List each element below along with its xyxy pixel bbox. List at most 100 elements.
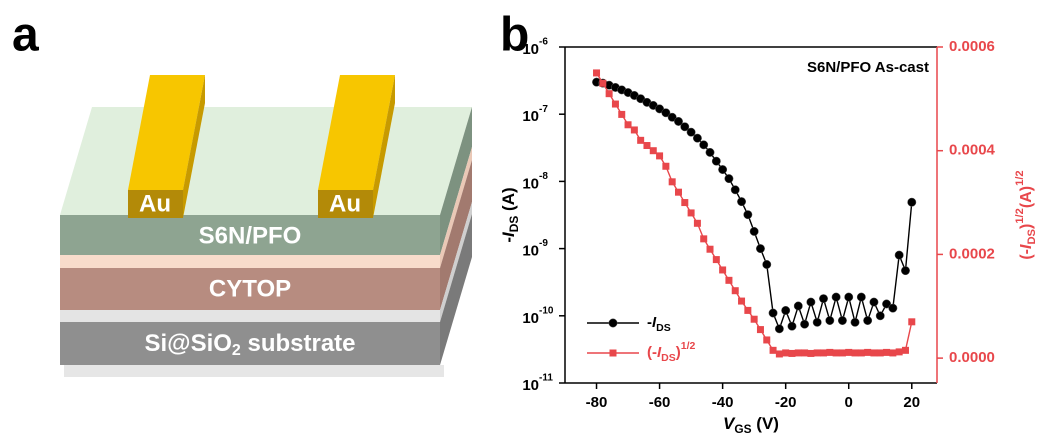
marker — [750, 227, 758, 235]
label-part: 2 — [232, 342, 241, 359]
marker — [693, 134, 701, 142]
label-part: Si@SiO — [144, 330, 231, 357]
marker — [832, 293, 840, 301]
label-part: GS — [734, 422, 751, 436]
marker — [751, 316, 758, 323]
marker — [820, 349, 827, 356]
layer-label: CYTOP — [209, 275, 291, 302]
marker — [838, 316, 846, 324]
y2-tick-label: 0.0000 — [949, 349, 995, 366]
y-tick-exponent: -10 — [539, 305, 554, 316]
marker — [795, 349, 802, 356]
marker — [845, 349, 852, 356]
marker — [794, 302, 802, 310]
marker — [662, 163, 669, 170]
label-part: (A) — [1018, 186, 1035, 208]
marker — [858, 349, 865, 356]
series-line — [597, 82, 912, 329]
marker — [675, 189, 682, 196]
marker — [637, 137, 644, 144]
label-part: (V) — [752, 414, 779, 433]
marker — [688, 209, 695, 216]
layer-label: Si@SiO2 substrate — [144, 330, 355, 359]
y-tick-exponent: -7 — [539, 104, 548, 115]
label-part: 1/2 — [1014, 208, 1026, 224]
figure: a Au Au S6N/PFO CYTOP Si@SiO2 substrate … — [0, 0, 1048, 440]
marker — [870, 349, 877, 356]
marker — [669, 178, 676, 185]
marker — [650, 147, 657, 154]
marker — [763, 336, 770, 343]
electrode-label: Au — [329, 190, 361, 217]
marker — [700, 235, 707, 242]
x-tick-label: -60 — [649, 394, 671, 411]
marker — [656, 152, 663, 159]
marker — [826, 349, 833, 356]
marker — [813, 318, 821, 326]
legend-marker — [609, 319, 617, 327]
marker — [725, 174, 733, 182]
marker — [839, 349, 846, 356]
y2-tick-label: 0.0002 — [949, 245, 995, 262]
marker — [889, 304, 897, 312]
y2-tick-label: 0.0004 — [949, 142, 996, 159]
marker — [896, 348, 903, 355]
rich-label: (-IDS)1/2(A)1/2 — [1014, 170, 1038, 259]
rich-label: (-IDS)1/2 — [647, 340, 696, 364]
y2-tick-label: 0.0006 — [949, 38, 995, 55]
x-tick-label: 0 — [845, 394, 853, 411]
marker — [681, 199, 688, 206]
marker — [908, 318, 915, 325]
marker — [599, 80, 606, 87]
marker — [833, 349, 840, 356]
marker — [814, 349, 821, 356]
marker — [631, 126, 638, 133]
marker — [863, 316, 871, 324]
label-part: substrate — [241, 330, 356, 357]
marker — [713, 256, 720, 263]
marker — [612, 101, 619, 108]
x-tick-label: 20 — [903, 394, 920, 411]
rich-label: VGS (V) — [723, 414, 779, 436]
top-face — [60, 107, 472, 215]
marker — [800, 320, 808, 328]
marker — [694, 220, 701, 227]
marker — [725, 277, 732, 284]
rich-label: -IDS (A) — [499, 187, 521, 242]
y-tick-label: 10 — [522, 310, 539, 327]
marker — [732, 287, 739, 294]
marker — [737, 197, 745, 205]
marker — [857, 293, 865, 301]
marker — [763, 260, 771, 268]
marker — [782, 349, 789, 356]
layer-label: S6N/PFO — [199, 222, 302, 249]
series-line — [597, 73, 912, 354]
label-part: (A) — [499, 187, 518, 215]
y-tick-exponent: -11 — [539, 373, 553, 384]
marker — [593, 69, 600, 76]
marker — [826, 316, 834, 324]
annotation: S6N/PFO As-cast — [807, 59, 929, 76]
marker — [901, 266, 909, 274]
marker — [707, 246, 714, 253]
y-tick-exponent: -8 — [539, 171, 548, 182]
y-tick-exponent: -6 — [539, 37, 548, 48]
marker — [864, 349, 871, 356]
x-tick-label: -80 — [586, 394, 608, 411]
rich-label: -IDS — [647, 314, 671, 334]
marker — [643, 142, 650, 149]
x-tick-label: -40 — [712, 394, 734, 411]
marker — [706, 148, 714, 156]
marker — [687, 128, 695, 136]
marker — [807, 298, 815, 306]
marker — [606, 90, 613, 97]
marker — [757, 326, 764, 333]
marker — [731, 186, 739, 194]
y-tick-label: 10 — [522, 41, 539, 58]
marker — [719, 266, 726, 273]
marker — [718, 165, 726, 173]
marker — [756, 244, 764, 252]
marker — [807, 350, 814, 357]
marker — [712, 157, 720, 165]
y-tick-label: 10 — [522, 243, 539, 260]
